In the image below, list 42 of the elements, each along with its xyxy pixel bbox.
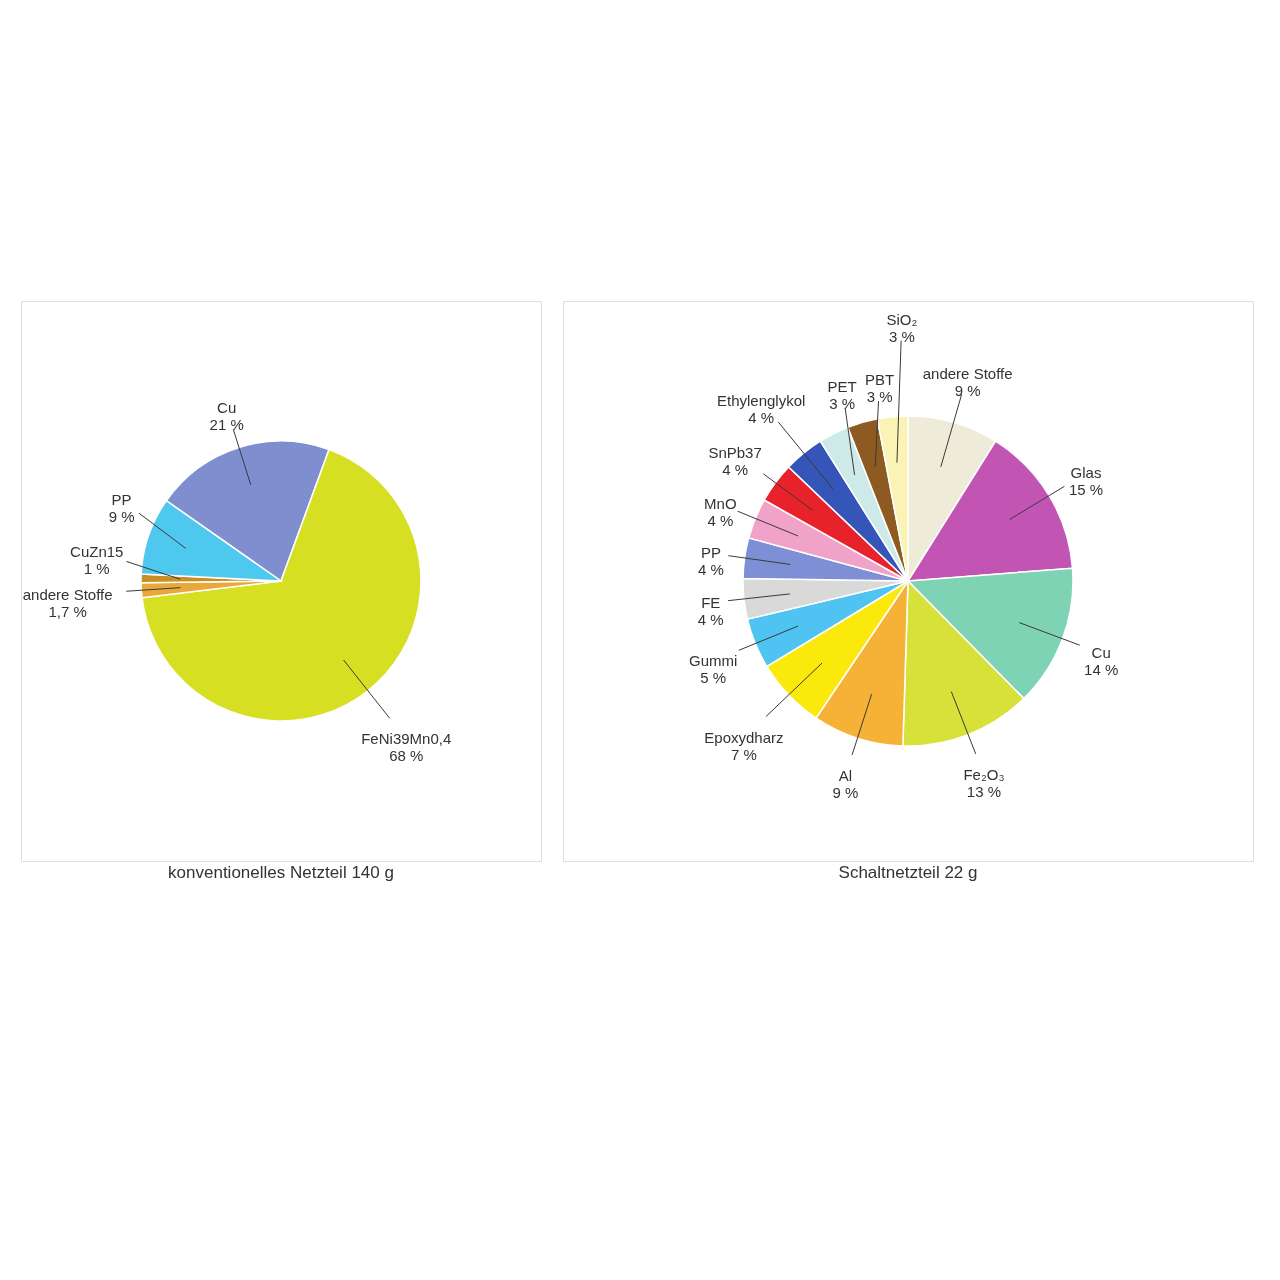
slice-label: PBT (865, 371, 895, 389)
slice-label: Glas (1070, 464, 1102, 482)
data-label: 15 % (1068, 481, 1104, 499)
data-label: 7 % (730, 745, 757, 763)
slice-label: Fe₂O₃ (963, 765, 1005, 783)
slice-label: PET (827, 377, 857, 395)
slice-label: CuZn15 (70, 542, 124, 560)
slice-label: Cu (217, 399, 237, 417)
data-label: 1 % (83, 559, 110, 577)
slice-label: FeNi39Mn0,4 (361, 730, 452, 748)
text: konventionelles Netzteil 140 g (168, 863, 394, 882)
slice-label: MnO (704, 495, 737, 513)
data-label: 68 % (389, 747, 424, 765)
slice-label: PP (111, 491, 132, 509)
data-label: 4 % (698, 561, 724, 579)
slice-label: andere Stoffe (922, 364, 1013, 382)
slice-label: PP (700, 544, 721, 562)
slice-label: Cu (1091, 644, 1111, 662)
slice-label: FE (701, 593, 721, 611)
data-label: 4 % (722, 460, 749, 478)
data-label: 4 % (697, 610, 724, 628)
slice-label: SnPb37 (708, 443, 762, 461)
slice-label: Gummi (689, 651, 738, 669)
data-label: 14 % (1084, 661, 1119, 679)
data-label: 21 % (209, 416, 244, 434)
data-label: 4 % (707, 512, 734, 530)
slice-label: Epoxydharz (704, 728, 784, 746)
slice-label: andere Stoffe (22, 586, 113, 604)
data-label: 13 % (966, 782, 1002, 800)
slice-label: Ethylenglykol (716, 392, 806, 410)
data-label: 3 % (866, 388, 893, 406)
data-label: 5 % (700, 668, 727, 686)
slice-label: SiO₂ (886, 310, 918, 328)
data-label: 3 % (829, 394, 856, 412)
data-label: 9 % (108, 508, 135, 526)
text: Schaltnetzteil 22 g (838, 863, 978, 882)
data-label: 1,7 % (48, 603, 87, 621)
data-label: 4 % (748, 409, 775, 427)
data-label: 9 % (954, 381, 981, 399)
slice-label: Al (838, 766, 853, 784)
data-label: 9 % (832, 783, 859, 801)
data-label: 3 % (888, 327, 915, 345)
